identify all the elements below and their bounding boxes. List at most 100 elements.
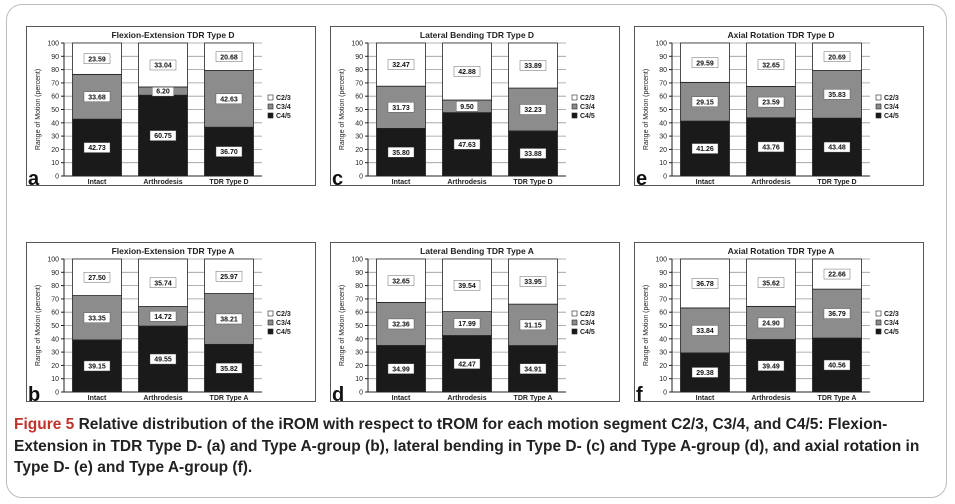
data-label-box xyxy=(455,101,478,112)
y-axis-label: Range of Motion (percent) xyxy=(35,69,42,150)
data-label: 49.55 xyxy=(154,357,172,364)
y-tick-label: 0 xyxy=(663,174,667,181)
x-tick-label: Arthrodesis xyxy=(447,179,486,186)
data-label: 14.72 xyxy=(154,314,172,321)
x-tick-label: TDR Type D xyxy=(209,179,248,186)
y-tick-label: 10 xyxy=(659,376,667,383)
x-tick-label: Arthrodesis xyxy=(751,179,790,186)
data-label-box xyxy=(519,363,547,374)
y-tick-label: 40 xyxy=(355,336,363,343)
legend-swatch xyxy=(571,328,578,335)
data-label: 32.23 xyxy=(524,107,542,114)
data-label: 36.70 xyxy=(220,149,238,156)
y-tick-label: 60 xyxy=(659,310,667,317)
data-label-box xyxy=(149,59,177,71)
y-tick-label: 50 xyxy=(51,323,59,330)
y-axis-label: Range of Motion (percent) xyxy=(643,69,650,150)
x-tick-label: Intact xyxy=(392,395,411,402)
y-tick-label: 0 xyxy=(55,390,59,397)
data-label-box xyxy=(83,360,111,372)
y-tick-label: 10 xyxy=(51,376,59,383)
y-tick-label: 60 xyxy=(659,94,667,101)
x-tick-label: Arthrodesis xyxy=(143,179,182,186)
y-tick-label: 50 xyxy=(355,323,363,330)
data-label-box xyxy=(83,272,111,283)
y-tick-label: 70 xyxy=(51,80,59,87)
y-tick-label: 20 xyxy=(659,147,667,154)
data-label: 22.66 xyxy=(828,272,846,279)
data-label-box xyxy=(387,318,415,330)
y-tick-label: 100 xyxy=(47,41,59,48)
data-label: 29.15 xyxy=(696,99,714,106)
legend-swatch xyxy=(267,103,274,110)
y-axis-label: Range of Motion (percent) xyxy=(339,285,346,366)
data-label-box xyxy=(215,271,243,282)
y-tick-label: 60 xyxy=(355,310,363,317)
legend-label: C3/4 xyxy=(276,320,291,327)
x-tick-label: Intact xyxy=(696,395,715,402)
y-tick-label: 0 xyxy=(359,390,363,397)
data-label-box xyxy=(823,268,851,280)
data-label-box xyxy=(387,275,415,286)
y-tick-label: 100 xyxy=(351,41,363,48)
legend-label: C4/5 xyxy=(884,113,899,120)
data-label: 35.80 xyxy=(392,150,410,157)
data-label: 33.04 xyxy=(154,63,172,70)
data-label-box xyxy=(757,317,785,329)
data-label: 42.47 xyxy=(458,361,476,368)
panel-letter: e xyxy=(636,168,647,190)
data-label: 33.68 xyxy=(88,94,106,101)
chart-panel-d: 0 10 20 30 40 50 60 70 80 90 100 Range of Motion (p… xyxy=(330,242,620,406)
data-label-box xyxy=(387,59,415,70)
data-label: 33.95 xyxy=(524,279,542,286)
data-label: 32.36 xyxy=(392,322,410,329)
data-label: 47.63 xyxy=(458,142,476,149)
data-label-box xyxy=(387,146,415,158)
y-tick-label: 0 xyxy=(663,390,667,397)
data-label-box xyxy=(691,367,719,378)
y-tick-label: 50 xyxy=(659,323,667,330)
legend-label: C2/3 xyxy=(884,95,899,102)
data-label: 33.89 xyxy=(524,63,542,70)
y-tick-label: 20 xyxy=(355,147,363,154)
data-label: 29.59 xyxy=(696,60,714,67)
legend-swatch xyxy=(875,103,882,110)
y-tick-label: 100 xyxy=(655,257,667,264)
y-tick-label: 60 xyxy=(355,94,363,101)
y-tick-label: 10 xyxy=(355,376,363,383)
legend-label: C3/4 xyxy=(884,104,899,111)
legend-swatch xyxy=(267,94,274,101)
data-label-box xyxy=(823,89,851,100)
data-label-box xyxy=(215,93,243,105)
data-label-box xyxy=(453,66,481,77)
data-label-box xyxy=(83,91,111,102)
data-label: 20.68 xyxy=(220,54,238,61)
data-label: 31.73 xyxy=(392,105,410,112)
y-axis-label: Range of Motion (percent) xyxy=(339,69,346,150)
data-label: 25.97 xyxy=(220,274,238,281)
legend-swatch xyxy=(267,310,274,317)
legend-label: C3/4 xyxy=(580,104,595,111)
y-tick-label: 40 xyxy=(51,336,59,343)
y-tick-label: 30 xyxy=(355,350,363,357)
legend-swatch xyxy=(571,319,578,326)
x-tick-label: Intact xyxy=(696,179,715,186)
x-tick-label: Intact xyxy=(88,395,107,402)
y-tick-label: 70 xyxy=(659,80,667,87)
chart-panel-b: 0 10 20 30 40 50 60 70 80 90 100 Range of Motion (p… xyxy=(26,242,316,406)
x-tick-label: Arthrodesis xyxy=(751,395,790,402)
legend-label: C3/4 xyxy=(276,104,291,111)
y-tick-label: 90 xyxy=(51,270,59,277)
data-label-box xyxy=(691,143,719,154)
legend-swatch xyxy=(875,112,882,119)
data-label: 29.38 xyxy=(696,370,714,377)
data-label-box xyxy=(453,280,481,291)
x-tick-label: TDR Type A xyxy=(514,395,553,402)
legend-label: C2/3 xyxy=(580,95,595,102)
legend-label: C3/4 xyxy=(580,320,595,327)
legend-swatch xyxy=(875,94,882,101)
y-tick-label: 30 xyxy=(51,134,59,141)
data-label-box xyxy=(215,146,243,157)
legend-swatch xyxy=(571,94,578,101)
data-label-box xyxy=(453,358,481,369)
